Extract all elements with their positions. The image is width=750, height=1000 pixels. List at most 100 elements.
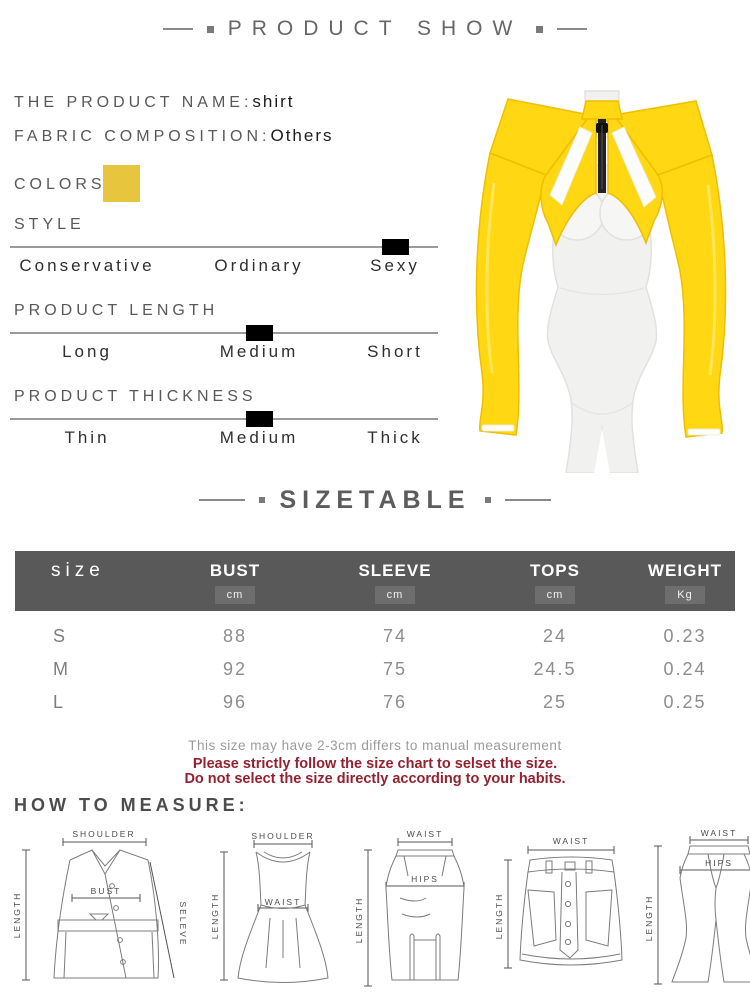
measure-diagram-pencil-skirt: WAIST HIPS LENGTH — [356, 828, 494, 996]
fabric-value: Others — [270, 126, 334, 145]
svg-text:LENGTH: LENGTH — [356, 897, 364, 943]
style-option: Ordinary — [214, 256, 304, 275]
column-header-bust: BUST — [209, 561, 261, 580]
row-value: 88 — [222, 626, 248, 646]
product-photo — [452, 73, 748, 474]
unit-weight: Kg — [635, 586, 735, 604]
svg-text:WAIST: WAIST — [701, 828, 738, 838]
zipper-detail — [596, 119, 608, 193]
attribute-group: PRODUCT THICKNESS Thin Medium Thick — [0, 388, 450, 458]
style-label: STYLE — [14, 216, 85, 233]
product-name-value: shirt — [252, 92, 295, 111]
divider-dash — [162, 28, 193, 30]
size-table: size BUST SLEEVE TOPS WEIGHT cm cm cm Kg… — [15, 551, 735, 719]
length-option: Short — [367, 342, 423, 361]
divider-square — [259, 497, 266, 503]
size-table-body: S 88 74 24 0.23 M 92 75 24.5 0.24 L 96 76 25 0.25 — [15, 611, 735, 719]
measurement-note: This size may have 2-3cm differs to manu… — [188, 738, 562, 753]
length-scale-line — [10, 332, 438, 334]
size-chart-warning-2: Do not select the size directly accordin… — [184, 771, 566, 787]
row-value: 75 — [382, 659, 408, 679]
row-size-label: L — [53, 692, 66, 712]
divider-dash — [504, 499, 551, 501]
row-value: 0.24 — [663, 659, 707, 679]
fabric-label: FABRIC COMPOSITION: — [14, 128, 271, 145]
selection-marker — [246, 325, 273, 341]
svg-text:LENGTH: LENGTH — [12, 892, 22, 938]
thickness-scale-line — [10, 418, 438, 420]
row-size-label: S — [53, 626, 68, 646]
svg-text:LENGTH: LENGTH — [210, 893, 220, 939]
size-chart-warning-1: Please strictly follow the size chart to… — [192, 756, 558, 772]
divider-dash — [199, 499, 246, 501]
divider-square — [536, 25, 544, 33]
attribute-group: PRODUCT LENGTH Long Medium Short — [0, 302, 450, 372]
colors-label: COLORS: — [14, 176, 115, 193]
svg-text:SHOULDER: SHOULDER — [251, 831, 314, 841]
style-scale-line — [10, 246, 438, 248]
thickness-label: PRODUCT THICKNESS — [14, 388, 257, 405]
colors-line: COLORS: — [14, 176, 114, 194]
divider-square — [484, 497, 491, 503]
row-value: 96 — [222, 692, 248, 712]
thickness-option: Thin — [64, 428, 110, 447]
measure-diagrams: SHOULDER BUST LENGTH SELEVE — [8, 828, 750, 996]
measure-diagram-flare-pants: WAIST HIPS LENGTH — [642, 828, 750, 996]
size-table-header: size BUST SLEEVE TOPS WEIGHT cm cm cm Kg — [15, 551, 735, 611]
fabric-composition-line: FABRIC COMPOSITION:Others — [14, 126, 334, 146]
unit-bust: cm — [155, 586, 315, 604]
divider-square — [206, 25, 214, 33]
unit-tops: cm — [475, 586, 635, 604]
selection-marker — [382, 239, 409, 255]
divider-dash — [557, 28, 588, 30]
row-size-label: M — [53, 659, 70, 679]
product-show-header: PRODUCT SHOW — [0, 14, 750, 44]
column-header-weight: WEIGHT — [648, 561, 722, 580]
mannequin-photo-illustration — [475, 90, 727, 474]
svg-text:WAIST: WAIST — [407, 829, 444, 839]
length-label: PRODUCT LENGTH — [14, 302, 219, 319]
svg-text:LENGTH: LENGTH — [494, 893, 504, 939]
column-header-tops: TOPS — [530, 561, 580, 580]
row-value: 25 — [542, 692, 568, 712]
row-value: 24 — [542, 626, 568, 646]
row-value: 0.23 — [663, 626, 707, 646]
thickness-option: Thick — [367, 428, 423, 447]
row-value: 0.25 — [663, 692, 707, 712]
svg-text:SELEVE: SELEVE — [178, 901, 188, 946]
product-name-label: THE PRODUCT NAME: — [14, 94, 253, 111]
unit-sleeve: cm — [315, 586, 475, 604]
selection-marker — [246, 411, 273, 427]
section-title-how-to-measure: HOW TO MEASURE: — [14, 795, 249, 815]
style-option: Conservative — [19, 256, 155, 275]
row-value: 76 — [382, 692, 408, 712]
length-option: Medium — [219, 342, 299, 361]
row-value: 74 — [382, 626, 408, 646]
svg-text:WAIST: WAIST — [265, 897, 302, 907]
measure-diagram-jacket: SHOULDER BUST LENGTH SELEVE — [8, 828, 208, 996]
table-row: S 88 74 24 0.23 — [15, 620, 735, 653]
style-option: Sexy — [370, 256, 420, 275]
measure-diagram-mini-skirt: WAIST LENGTH — [494, 828, 642, 996]
section-title-product-show: PRODUCT SHOW — [227, 17, 523, 40]
svg-text:HIPS: HIPS — [705, 858, 733, 868]
product-name-line: THE PRODUCT NAME:shirt — [14, 92, 295, 112]
table-row: L 96 76 25 0.25 — [15, 686, 735, 719]
row-value: 24.5 — [533, 659, 577, 679]
svg-text:SHOULDER: SHOULDER — [72, 829, 135, 839]
svg-text:HIPS: HIPS — [411, 874, 439, 884]
attribute-group: STYLE Conservative Ordinary Sexy — [0, 216, 450, 286]
svg-text:LENGTH: LENGTH — [644, 895, 654, 941]
section-title-sizetable: SIZETABLE — [279, 485, 471, 514]
svg-text:BUST: BUST — [91, 886, 122, 896]
column-header-size: size — [51, 560, 105, 581]
length-option: Long — [62, 342, 112, 361]
sizetable-header: SIZETABLE — [0, 483, 750, 517]
table-row: M 92 75 24.5 0.24 — [15, 653, 735, 686]
row-value: 92 — [222, 659, 248, 679]
column-header-sleeve: SLEEVE — [358, 561, 432, 580]
svg-text:WAIST: WAIST — [553, 836, 590, 846]
thickness-option: Medium — [219, 428, 299, 447]
color-swatch-yellow — [103, 165, 140, 202]
